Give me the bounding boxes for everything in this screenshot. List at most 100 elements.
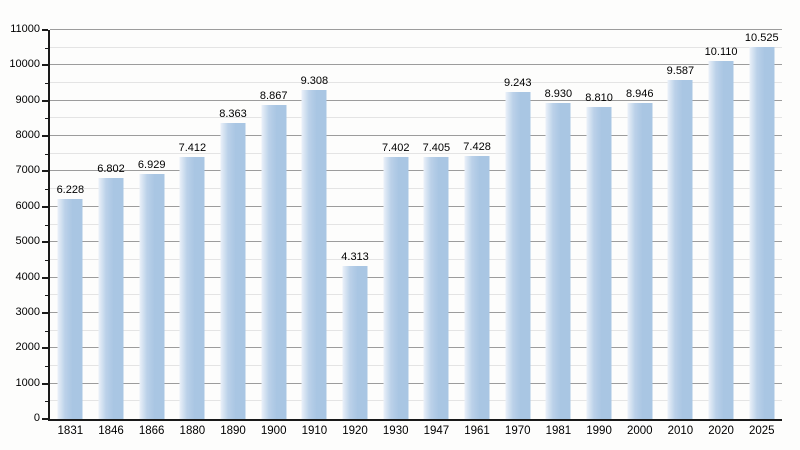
y-axis-tick (45, 330, 48, 332)
gridline-major (50, 205, 782, 207)
y-axis-tick (42, 29, 48, 31)
x-axis-tick-label: 1990 (586, 425, 612, 437)
bars: 6.228 1831 6.802 1846 6.929 1866 7.412 1880 8.36… (50, 30, 782, 437)
y-axis-tick-label: 4000 (15, 270, 40, 283)
gridline-minor (50, 117, 782, 119)
bar-slot: 8.946 2000 (619, 30, 660, 437)
gridline-major (50, 170, 782, 172)
gridline-minor (50, 46, 782, 48)
y-axis-labels: 0 1000 2000 3000 4000 5000 6000 7000 8000 9000 100… (0, 24, 40, 424)
bar-value-label: 9.308 (300, 74, 329, 87)
x-axis-tick-label: 1920 (342, 425, 368, 437)
bar: 9.587 (667, 65, 694, 419)
bar: 8.867 (260, 90, 287, 419)
bar-slot: 6.228 1831 (50, 30, 91, 437)
y-axis-tick-label: 1000 (15, 376, 40, 389)
y-axis-tick (42, 311, 48, 314)
gridline-minor (50, 258, 782, 260)
y-axis-tick-label: 11000 (10, 23, 40, 35)
bar-value-label: 6.929 (137, 158, 166, 171)
bar: 7.405 (423, 142, 450, 419)
y-axis-tick (42, 135, 48, 138)
y-axis-tick (45, 401, 48, 403)
y-axis-tick (45, 47, 48, 49)
bar-value-label: 8.930 (544, 88, 573, 101)
y-axis-tick (42, 241, 48, 244)
y-axis-tick (42, 347, 48, 350)
bar-value-label: 8.946 (625, 87, 654, 100)
x-axis-tick-label: 1981 (545, 425, 572, 437)
y-axis-tick (45, 189, 48, 191)
bar-value-label: 9.587 (666, 64, 695, 77)
y-axis-tick (42, 99, 48, 102)
bar-slot: 6.929 1866 (131, 30, 172, 437)
bar: 7.428 (463, 141, 491, 419)
y-axis-tick-label: 6000 (15, 199, 40, 212)
bar-value-label: 7.405 (422, 142, 451, 155)
y-axis-tick (45, 365, 48, 367)
bar: 10.110 (705, 46, 737, 419)
bar: 8.810 (585, 92, 613, 419)
bar-value-label: 6.228 (56, 183, 85, 196)
bar: 8.946 (626, 88, 654, 419)
x-axis-tick-label: 1866 (138, 425, 165, 437)
gridline-minor (50, 364, 782, 366)
bar: 8.363 (219, 108, 247, 419)
y-axis-tick (42, 205, 48, 208)
bar-slot: 7.428 1961 (457, 30, 498, 437)
y-axis-tick-label: 8000 (15, 129, 40, 142)
bar-value-label: 7.412 (178, 141, 207, 154)
bar-value-label: 8.810 (585, 92, 613, 105)
bar-slot: 10.110 2020 (701, 30, 742, 437)
y-axis-tick (42, 170, 48, 173)
x-axis-tick-label: 1890 (220, 425, 246, 437)
bar: 7.402 (382, 142, 409, 419)
bar-slot: 9.587 2010 (660, 30, 701, 437)
y-axis-tick (45, 259, 48, 261)
y-axis-tick-label: 0 (33, 412, 40, 424)
y-axis-tick-label: 9000 (15, 93, 40, 106)
bar-slot: 8.930 1981 (538, 30, 579, 437)
x-axis-tick-label: 1880 (179, 425, 206, 437)
x-axis-tick-label: 1910 (301, 425, 328, 437)
bar: 4.313 (341, 251, 369, 419)
y-axis-tick (45, 83, 48, 85)
x-axis-tick-label: 1947 (423, 425, 450, 437)
x-axis-tick-label: 1831 (57, 425, 84, 437)
y-axis-tick-label: 5000 (15, 235, 40, 248)
gridline-minor (50, 152, 782, 154)
y-axis-tick-label: 3000 (15, 305, 40, 318)
y-axis-tick (42, 382, 48, 385)
bar-value-label: 6.802 (97, 163, 125, 176)
bar-slot: 6.802 1846 (91, 30, 132, 437)
bar-value-label: 8.867 (259, 90, 288, 103)
gridline-major (50, 241, 782, 243)
bar-slot: 8.810 1990 (579, 30, 620, 437)
x-axis-tick-label: 1961 (464, 425, 490, 437)
bar-value-label: 10.110 (704, 46, 738, 59)
gridline-major (50, 99, 782, 101)
gridline-major (50, 135, 782, 137)
x-axis-tick-label: 2025 (748, 425, 775, 437)
gridline-major (50, 347, 782, 349)
bar-slot: 8.867 1900 (253, 30, 294, 437)
y-axis-tick (42, 64, 48, 67)
y-axis-tick (42, 418, 48, 420)
x-axis-tick-label: 1970 (504, 425, 531, 437)
x-axis-tick-label: 2000 (626, 425, 653, 437)
bar: 9.308 (301, 75, 328, 419)
bar-value-label: 9.243 (503, 77, 532, 90)
x-axis-tick-label: 1930 (382, 425, 409, 437)
y-axis-tick (42, 276, 48, 279)
y-axis-tick-label: 10000 (9, 58, 40, 71)
bar-value-label: 8.363 (219, 108, 247, 121)
bar-slot: 9.308 1910 (294, 30, 335, 437)
gridline-major (50, 311, 782, 313)
bar-value-label: 10.525 (744, 31, 779, 44)
bar: 6.802 (97, 163, 125, 419)
y-axis-tick-label: 7000 (15, 164, 40, 177)
gridline-major (50, 64, 782, 66)
y-axis-tick (45, 153, 48, 155)
bar: 10.525 (745, 32, 779, 419)
